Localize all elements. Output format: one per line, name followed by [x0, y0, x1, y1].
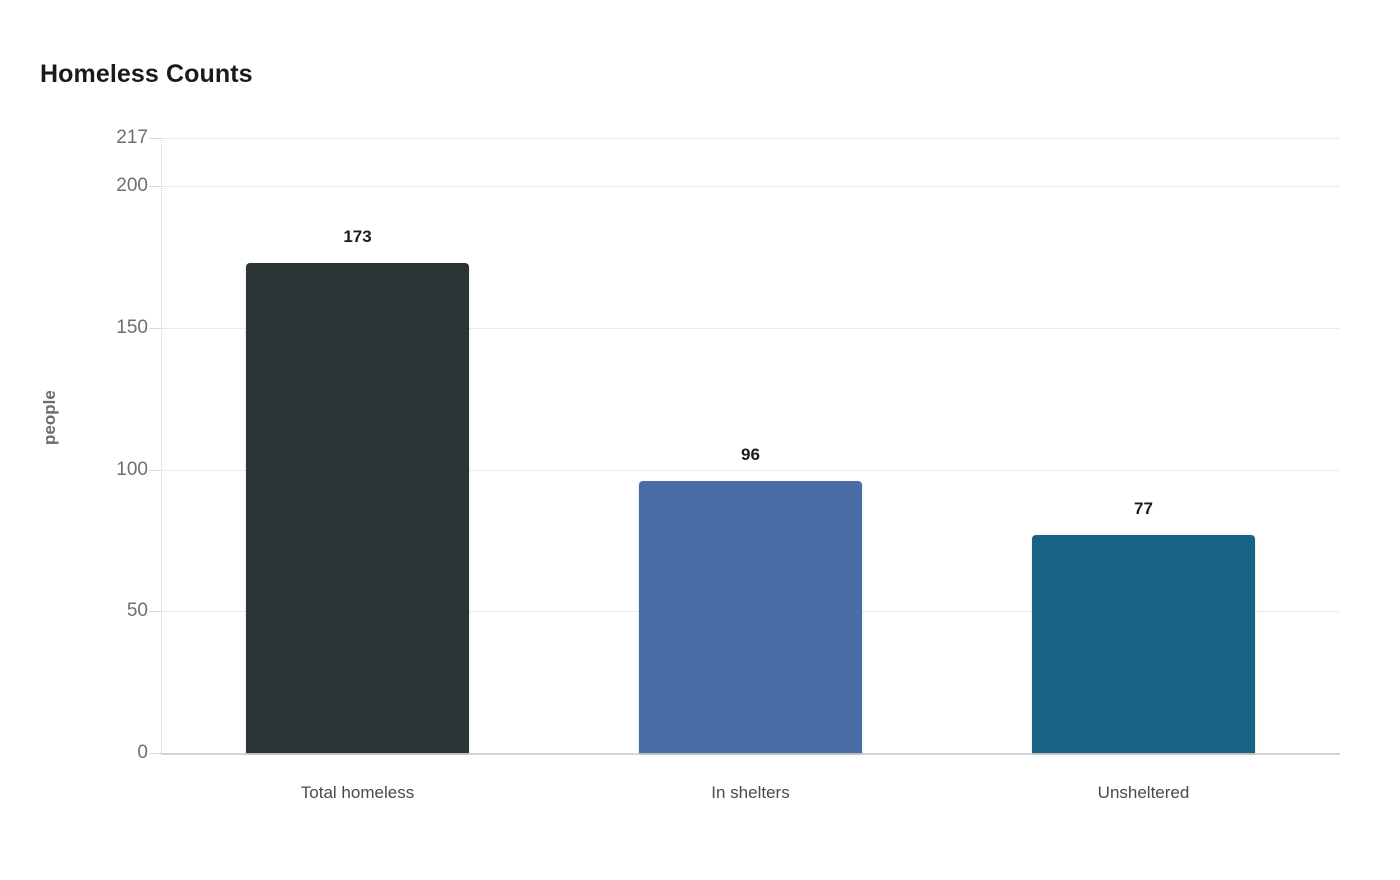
- x-axis-tick-label: Unsheltered: [1097, 783, 1190, 802]
- x-axis-tick-label: Total homeless: [300, 783, 415, 802]
- y-axis-tick-mark: [149, 469, 161, 471]
- y-axis-tick-mark: [149, 327, 161, 329]
- y-axis-tick-mark: [149, 611, 161, 613]
- y-axis-tick-mark: [149, 186, 161, 188]
- y-axis-tick-label: 0: [137, 742, 148, 763]
- y-axis-title: people: [40, 390, 59, 445]
- chart-title: Homeless Counts: [40, 60, 253, 88]
- plot-area: [149, 138, 1340, 755]
- y-axis-tick-label: 100: [116, 458, 148, 480]
- y-axis-tick-label: 200: [116, 175, 148, 197]
- y-axis-tick-mark: [149, 138, 161, 139]
- gridline: [161, 186, 1340, 188]
- x-axis-tick-label: In shelters: [711, 783, 790, 802]
- gridline: [161, 469, 1340, 471]
- gridline: [161, 327, 1340, 329]
- y-axis-tick-mark: [149, 753, 161, 754]
- bar[interactable]: [1032, 534, 1255, 753]
- y-axis-tick-label: 150: [116, 316, 148, 338]
- y-axis-tick-label: 217: [116, 127, 148, 148]
- y-axis-spine: [161, 138, 163, 753]
- bar-value-label: 173: [343, 226, 372, 246]
- bar-value-label: 77: [1134, 498, 1153, 518]
- gridline: [161, 138, 1340, 139]
- y-axis-tick-label: 50: [126, 600, 148, 622]
- bar-value-label: 96: [741, 444, 760, 464]
- gridline: [161, 753, 1340, 755]
- bar[interactable]: [246, 262, 469, 753]
- bar[interactable]: [639, 480, 862, 753]
